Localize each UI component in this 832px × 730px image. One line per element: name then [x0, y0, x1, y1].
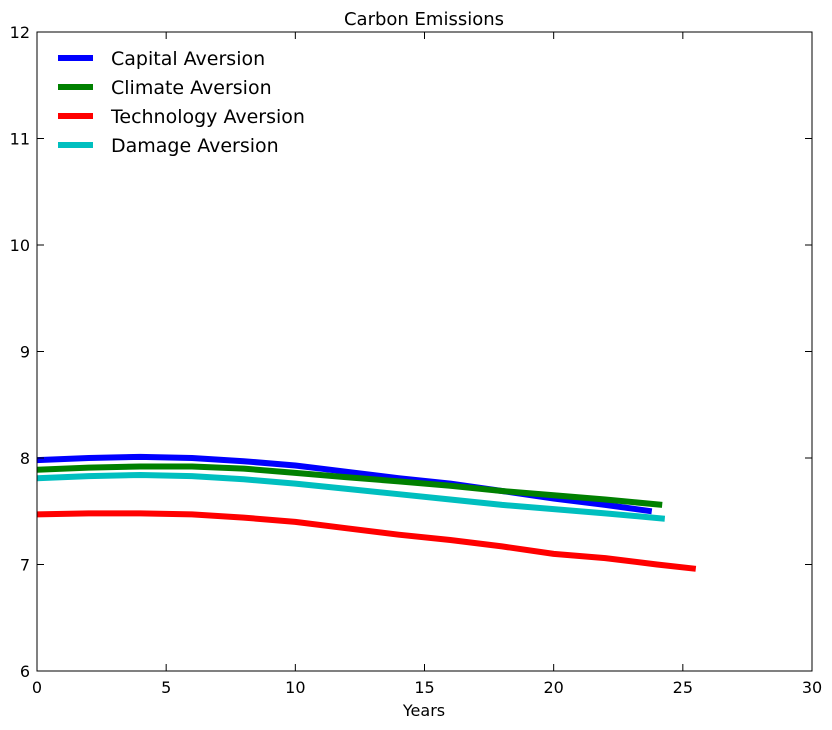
y-tick-label: 7	[20, 556, 30, 575]
legend-label-4: Damage Aversion	[111, 135, 279, 157]
y-tick-label: 9	[20, 343, 30, 362]
y-tick-label: 10	[10, 236, 30, 255]
y-tick-label: 6	[20, 662, 30, 681]
x-tick-label: 30	[802, 678, 822, 697]
x-tick-label: 5	[161, 678, 171, 697]
x-tick-label: 0	[32, 678, 42, 697]
x-tick-label: 15	[414, 678, 434, 697]
legend-label-2: Climate Aversion	[111, 77, 272, 99]
chart-title: Carbon Emissions	[344, 9, 504, 30]
y-tick-label: 11	[10, 130, 30, 149]
legend-label-1: Capital Aversion	[111, 48, 265, 70]
series-line-4	[36, 472, 666, 522]
legend-label-3: Technology Aversion	[110, 106, 305, 128]
x-tick-label: 10	[285, 678, 305, 697]
y-tick-label: 8	[20, 449, 30, 468]
series-line-2	[36, 463, 663, 508]
y-tick-label: 12	[10, 23, 30, 42]
series-line-3	[36, 510, 697, 572]
x-tick-label: 25	[673, 678, 693, 697]
x-axis-label: Years	[402, 701, 445, 720]
series-line-1	[36, 453, 653, 515]
x-tick-label: 20	[543, 678, 563, 697]
